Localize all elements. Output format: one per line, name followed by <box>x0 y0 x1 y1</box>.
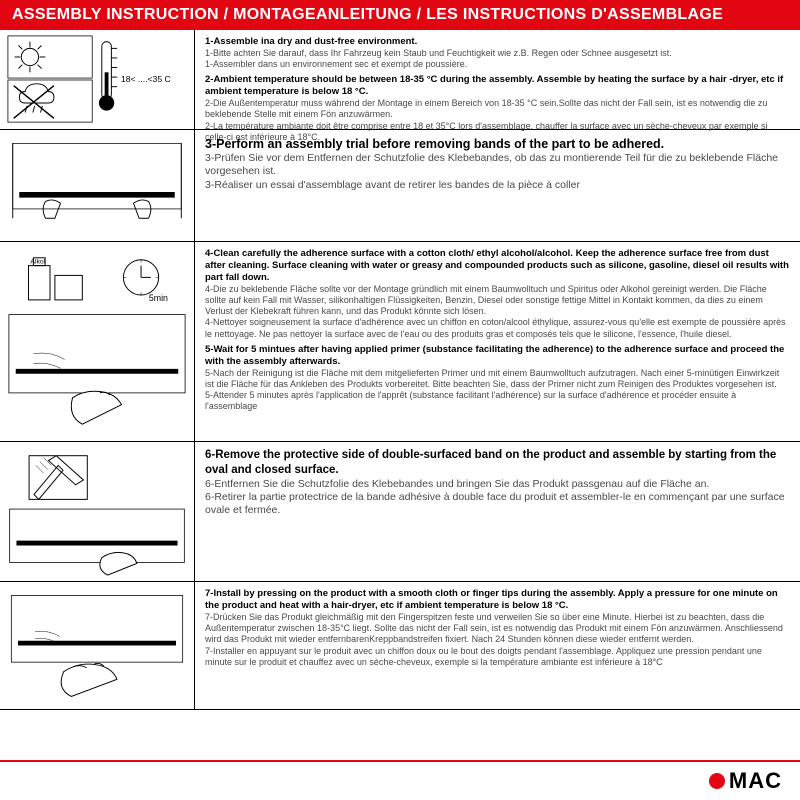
text-2: 3-Perform an assembly trial before remov… <box>195 130 800 241</box>
logo-dot-icon <box>709 773 725 789</box>
illustration-3: Alkol 5min <box>0 242 195 441</box>
section-4: 6-Remove the protective side of double-s… <box>0 442 800 582</box>
section-2: 3-Perform an assembly trial before remov… <box>0 130 800 242</box>
illustration-1: 18< ....<35 C <box>0 30 195 129</box>
text-4: 6-Remove the protective side of double-s… <box>195 442 800 581</box>
temp-label: 18< ....<35 C <box>121 74 171 84</box>
svg-text:Alkol: Alkol <box>30 259 45 266</box>
illustration-2 <box>0 130 195 241</box>
section-3: Alkol 5min 4-Clean carefully the adheren… <box>0 242 800 442</box>
logo-text: MAC <box>729 768 782 794</box>
text-3: 4-Clean carefully the adherence surface … <box>195 242 800 441</box>
footer: MAC <box>0 760 800 800</box>
section-5: 7-Install by pressing on the product wit… <box>0 582 800 710</box>
text-1: 1-Assemble ina dry and dust-free environ… <box>195 30 800 129</box>
illustration-4 <box>0 442 195 581</box>
section-1: 18< ....<35 C 1-Assemble ina dry and dus… <box>0 30 800 130</box>
svg-text:5min: 5min <box>149 293 168 303</box>
brand-logo: MAC <box>709 768 782 794</box>
page-title: ASSEMBLY INSTRUCTION / MONTAGEANLEITUNG … <box>0 0 800 30</box>
text-5: 7-Install by pressing on the product wit… <box>195 582 800 709</box>
illustration-5 <box>0 582 195 709</box>
